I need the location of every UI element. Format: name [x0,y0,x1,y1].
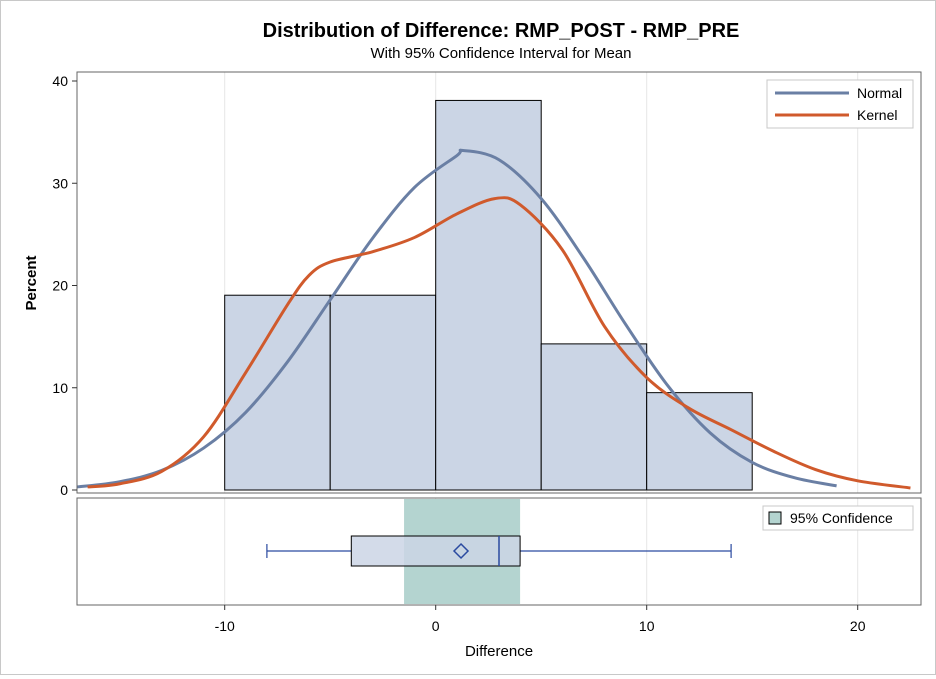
y-tick-label-0: 0 [60,482,68,498]
x-tick-label-3: 20 [850,618,866,634]
x-axis: -10 0 10 20 [215,605,866,634]
y-axis: 0 10 20 30 40 [52,73,77,498]
y-tick-label-3: 30 [52,175,68,191]
legend-label-normal: Normal [857,85,902,101]
y-tick-label-4: 40 [52,73,68,89]
histogram-bar-2 [435,99,542,491]
legend: Normal Kernel [766,79,914,129]
legend-label-kernel: Kernel [857,107,897,123]
y-tick-label-2: 20 [52,278,68,294]
y-tick-label-1: 10 [52,380,68,396]
histogram-bar-4 [646,392,753,491]
chart-subtitle: With 95% Confidence Interval for Mean [371,45,632,62]
boxplot-panel: 95% Confidence [76,497,922,606]
x-tick-label-2: 10 [639,618,655,634]
y-axis-label: Percent [23,255,40,310]
mean-marker [452,542,470,560]
chart-title: Distribution of Difference: RMP_POST - R… [263,20,740,42]
confidence-legend: 95% Confidence [762,505,914,531]
density-curve-normal [76,148,837,489]
boxplot-panel-border [76,497,922,606]
confidence-legend-swatch [768,511,782,525]
confidence-legend-box [762,505,914,531]
legend-box [766,79,914,129]
confidence-legend-label: 95% Confidence [790,510,893,526]
x-tick-label-1: 0 [432,618,440,634]
x-axis-label: Difference [465,643,533,660]
histogram-bar-3 [540,343,648,491]
density-curve-kernel [87,196,911,490]
iqr-box [350,535,521,567]
histogram-panel-border [76,71,922,494]
histogram-bar-1 [329,294,437,491]
x-tick-label-0: -10 [215,618,235,634]
histogram-panel: Normal Kernel [76,71,922,494]
